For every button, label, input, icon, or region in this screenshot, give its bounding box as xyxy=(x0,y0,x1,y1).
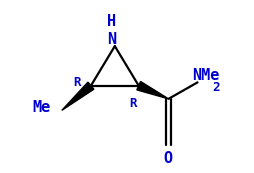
Text: 2: 2 xyxy=(212,81,219,94)
Polygon shape xyxy=(136,81,168,99)
Text: Me: Me xyxy=(33,100,51,115)
Text: R: R xyxy=(129,97,136,110)
Text: H: H xyxy=(106,14,116,29)
Text: N: N xyxy=(106,32,116,47)
Text: NMe: NMe xyxy=(192,68,219,83)
Polygon shape xyxy=(61,82,93,110)
Text: O: O xyxy=(163,151,172,166)
Text: R: R xyxy=(73,76,80,89)
